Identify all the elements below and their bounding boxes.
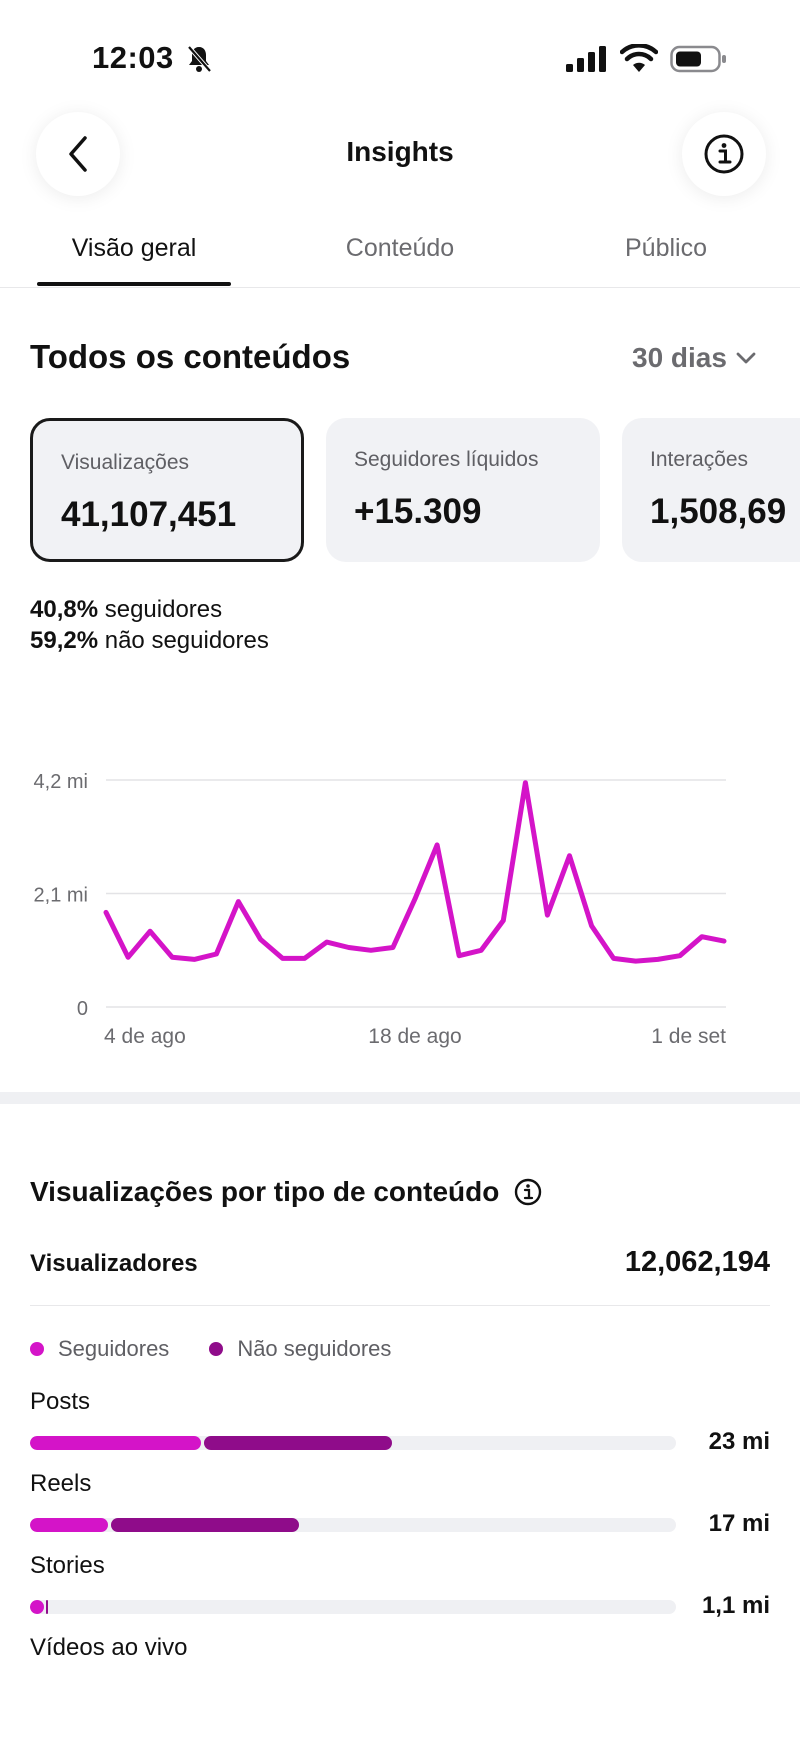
bar-track — [30, 1518, 676, 1532]
followers-pct: 40,8% — [30, 596, 99, 623]
content-type-legend: Seguidores Não seguidores — [30, 1336, 391, 1362]
legend-label: Seguidores — [58, 1336, 170, 1361]
bar-value: 23 mi — [708, 1428, 770, 1455]
y-tick-label: 0 — [77, 998, 88, 1020]
bar-segment-followers — [30, 1518, 108, 1532]
non-followers-pct: 59,2% — [30, 627, 99, 654]
bar-track — [30, 1600, 676, 1614]
info-icon[interactable] — [513, 1177, 543, 1207]
bar-row-stories[interactable]: Stories 1,1 mi — [30, 1552, 770, 1622]
metric-value: +15.309 — [354, 492, 482, 531]
metric-card-views[interactable]: Visualizações 41,107,451 — [30, 418, 304, 562]
bar-row-reels[interactable]: Reels 17 mi — [30, 1470, 770, 1540]
viewers-label: Visualizadores — [30, 1250, 198, 1277]
bar-segment-non-followers — [204, 1436, 392, 1450]
x-tick-label: 4 de ago — [104, 1025, 186, 1048]
views-series-line — [103, 780, 727, 964]
bar-segment-followers — [30, 1600, 45, 1614]
info-button[interactable] — [682, 112, 766, 196]
viewers-value: 12,062,194 — [624, 1246, 770, 1278]
bar-value: 1,1 mi — [701, 1592, 770, 1619]
metric-label: Visualizações — [61, 451, 190, 474]
views-chart: 0 2,1 mi 4,2 mi 4 de ago 18 de ago 1 de set — [0, 740, 800, 1060]
metric-label: Seguidores líquidos — [354, 448, 539, 471]
content-type-section-title: Visualizações por tipo de conteúdo — [30, 1176, 543, 1208]
section-title: Todos os conteúdos — [30, 338, 351, 375]
metric-cards: Visualizações 41,107,451 Seguidores líqu… — [30, 418, 800, 566]
followers-label: seguidores — [104, 596, 223, 623]
bar-label: Reels — [30, 1470, 92, 1497]
bell-slash-icon — [187, 45, 212, 73]
battery-icon — [670, 45, 726, 73]
metric-value: 41,107,451 — [61, 495, 237, 534]
tab-bar: Visão geral Conteúdo Público — [0, 230, 800, 288]
section-divider — [0, 1092, 800, 1104]
range-selector[interactable]: 30 dias — [632, 342, 757, 374]
viewers-row: Visualizadores 12,062,194 — [30, 1246, 770, 1306]
status-bar: 12:03 — [0, 0, 800, 100]
chevron-left-icon — [69, 136, 87, 172]
bar-row-posts[interactable]: Posts 23 mi — [30, 1388, 770, 1458]
x-tick-label: 18 de ago — [368, 1025, 461, 1048]
bar-track — [30, 1436, 676, 1450]
range-label: 30 dias — [632, 342, 727, 373]
metric-value: 1,508,69 — [650, 492, 787, 531]
metric-card-interactions[interactable]: Interações 1,508,69 — [622, 418, 800, 562]
legend-dot — [30, 1342, 44, 1356]
bar-row-live-videos[interactable]: Vídeos ao vivo — [30, 1634, 770, 1704]
legend-dot — [209, 1342, 224, 1356]
bar-segment-followers — [30, 1436, 202, 1450]
legend-non-followers: Não seguidores — [209, 1336, 391, 1362]
active-tab-indicator — [37, 282, 231, 286]
chevron-down-icon — [736, 352, 756, 364]
wifi-icon — [620, 44, 658, 72]
signal-icon — [566, 46, 606, 72]
legend-followers: Seguidores — [30, 1336, 169, 1362]
page-title: Insights — [346, 136, 454, 167]
non-followers-line: 59,2% não seguidores — [30, 625, 269, 656]
tab-publico[interactable]: Público — [625, 234, 707, 262]
bar-label: Vídeos ao vivo — [30, 1634, 188, 1661]
status-time: 12:03 — [92, 40, 174, 75]
x-tick-label: 1 de set — [651, 1025, 726, 1048]
tab-visao-geral[interactable]: Visão geral — [71, 234, 197, 262]
audience-split: 40,8% seguidores 59,2% não seguidores — [30, 594, 269, 656]
back-button[interactable] — [36, 112, 120, 196]
tab-conteudo[interactable]: Conteúdo — [345, 234, 455, 262]
legend-label: Não seguidores — [237, 1336, 392, 1361]
info-icon — [704, 134, 744, 174]
y-tick-label: 2,1 mi — [34, 885, 88, 907]
metric-card-net-followers[interactable]: Seguidores líquidos +15.309 — [326, 418, 600, 562]
content-type-title: Visualizações por tipo de conteúdo — [30, 1176, 500, 1207]
metric-label: Interações — [650, 448, 749, 471]
bar-segment-non-followers — [110, 1518, 300, 1532]
y-tick-label: 4,2 mi — [34, 771, 88, 793]
followers-line: 40,8% seguidores — [30, 594, 269, 625]
bar-segment-non-followers — [46, 1600, 49, 1614]
bar-label: Stories — [30, 1552, 105, 1579]
bar-label: Posts — [30, 1388, 91, 1415]
bar-value: 17 mi — [708, 1510, 770, 1537]
non-followers-label: não seguidores — [104, 627, 269, 654]
views-line-chart: 0 2,1 mi 4,2 mi 4 de ago 18 de ago 1 de set — [34, 771, 727, 1048]
